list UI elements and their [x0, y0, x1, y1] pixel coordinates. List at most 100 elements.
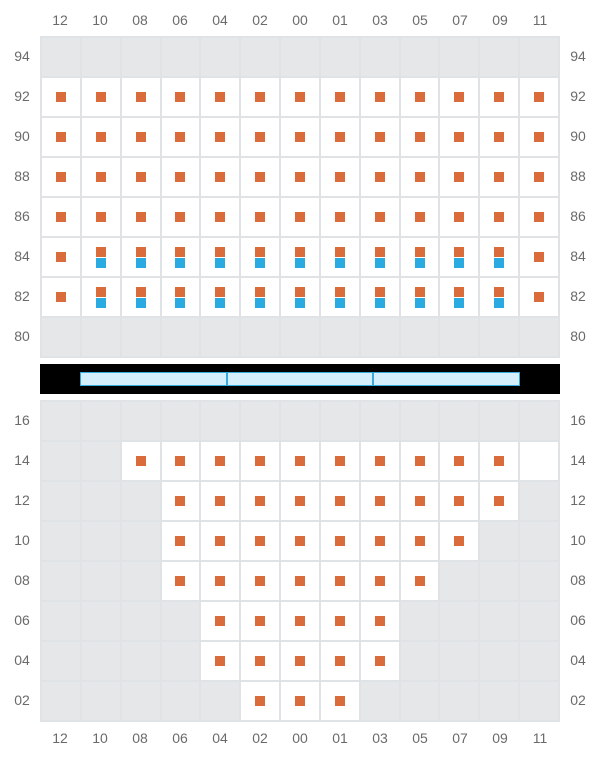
seat-cell[interactable] — [280, 37, 320, 77]
seat-cell[interactable] — [400, 401, 440, 441]
seat-cell[interactable] — [439, 481, 479, 521]
seat-cell[interactable] — [400, 77, 440, 117]
seat-cell[interactable] — [200, 317, 240, 357]
seat-cell[interactable] — [519, 561, 559, 601]
seat-cell[interactable] — [121, 197, 161, 237]
seat-cell[interactable] — [360, 277, 400, 317]
seat-cell[interactable] — [519, 601, 559, 641]
seat-cell[interactable] — [121, 277, 161, 317]
seat-cell[interactable] — [479, 601, 519, 641]
seat-cell[interactable] — [200, 117, 240, 157]
seat-cell[interactable] — [519, 481, 559, 521]
seat-cell[interactable] — [161, 197, 201, 237]
seat-cell[interactable] — [240, 197, 280, 237]
seat-cell[interactable] — [320, 117, 360, 157]
seat-cell[interactable] — [200, 521, 240, 561]
seat-cell[interactable] — [200, 441, 240, 481]
seat-cell[interactable] — [280, 277, 320, 317]
seat-cell[interactable] — [360, 117, 400, 157]
seat-cell[interactable] — [240, 237, 280, 277]
seat-cell[interactable] — [400, 157, 440, 197]
seat-cell[interactable] — [479, 157, 519, 197]
seat-cell[interactable] — [280, 641, 320, 681]
seat-cell[interactable] — [479, 401, 519, 441]
seat-cell[interactable] — [519, 77, 559, 117]
seat-cell[interactable] — [121, 237, 161, 277]
seat-cell[interactable] — [400, 441, 440, 481]
seat-cell[interactable] — [439, 37, 479, 77]
seat-cell[interactable] — [479, 521, 519, 561]
seat-cell[interactable] — [400, 641, 440, 681]
seat-cell[interactable] — [479, 277, 519, 317]
seat-cell[interactable] — [439, 601, 479, 641]
seat-cell[interactable] — [240, 481, 280, 521]
seat-cell[interactable] — [360, 157, 400, 197]
seat-cell[interactable] — [360, 317, 400, 357]
seat-cell[interactable] — [320, 401, 360, 441]
seat-cell[interactable] — [400, 237, 440, 277]
seat-cell[interactable] — [41, 37, 81, 77]
seat-cell[interactable] — [81, 641, 121, 681]
seat-cell[interactable] — [320, 237, 360, 277]
seat-cell[interactable] — [121, 117, 161, 157]
seat-cell[interactable] — [360, 37, 400, 77]
seat-cell[interactable] — [519, 117, 559, 157]
seat-cell[interactable] — [240, 681, 280, 721]
seat-cell[interactable] — [320, 197, 360, 237]
seat-cell[interactable] — [81, 77, 121, 117]
seat-cell[interactable] — [360, 401, 400, 441]
seat-cell[interactable] — [280, 197, 320, 237]
seat-cell[interactable] — [280, 441, 320, 481]
seat-cell[interactable] — [479, 37, 519, 77]
seat-cell[interactable] — [161, 561, 201, 601]
seat-cell[interactable] — [519, 641, 559, 681]
seat-cell[interactable] — [519, 441, 559, 481]
seat-cell[interactable] — [280, 601, 320, 641]
seat-cell[interactable] — [81, 441, 121, 481]
seat-cell[interactable] — [439, 561, 479, 601]
seat-cell[interactable] — [161, 37, 201, 77]
seat-cell[interactable] — [200, 561, 240, 601]
seat-cell[interactable] — [41, 277, 81, 317]
seat-cell[interactable] — [81, 317, 121, 357]
seat-cell[interactable] — [519, 277, 559, 317]
seat-cell[interactable] — [439, 157, 479, 197]
seat-cell[interactable] — [240, 117, 280, 157]
seat-cell[interactable] — [400, 521, 440, 561]
seat-cell[interactable] — [360, 681, 400, 721]
seat-cell[interactable] — [519, 37, 559, 77]
seat-cell[interactable] — [121, 401, 161, 441]
seat-cell[interactable] — [479, 441, 519, 481]
seat-cell[interactable] — [320, 37, 360, 77]
seat-cell[interactable] — [121, 641, 161, 681]
seat-cell[interactable] — [41, 197, 81, 237]
seat-cell[interactable] — [439, 197, 479, 237]
seat-cell[interactable] — [360, 641, 400, 681]
seat-cell[interactable] — [280, 521, 320, 561]
seat-cell[interactable] — [479, 117, 519, 157]
seat-cell[interactable] — [479, 77, 519, 117]
seat-cell[interactable] — [240, 37, 280, 77]
seat-cell[interactable] — [41, 237, 81, 277]
seat-cell[interactable] — [479, 317, 519, 357]
seat-cell[interactable] — [479, 561, 519, 601]
seat-cell[interactable] — [439, 77, 479, 117]
seat-cell[interactable] — [240, 157, 280, 197]
seat-cell[interactable] — [41, 481, 81, 521]
seat-cell[interactable] — [439, 237, 479, 277]
seat-cell[interactable] — [240, 561, 280, 601]
seat-cell[interactable] — [240, 317, 280, 357]
seat-cell[interactable] — [439, 317, 479, 357]
seat-cell[interactable] — [360, 561, 400, 601]
seat-cell[interactable] — [320, 481, 360, 521]
seat-cell[interactable] — [81, 521, 121, 561]
seat-cell[interactable] — [439, 117, 479, 157]
seat-cell[interactable] — [439, 401, 479, 441]
seat-cell[interactable] — [121, 37, 161, 77]
seat-cell[interactable] — [121, 601, 161, 641]
seat-cell[interactable] — [41, 317, 81, 357]
seat-cell[interactable] — [200, 37, 240, 77]
seat-cell[interactable] — [479, 237, 519, 277]
seat-cell[interactable] — [320, 681, 360, 721]
seat-cell[interactable] — [479, 681, 519, 721]
